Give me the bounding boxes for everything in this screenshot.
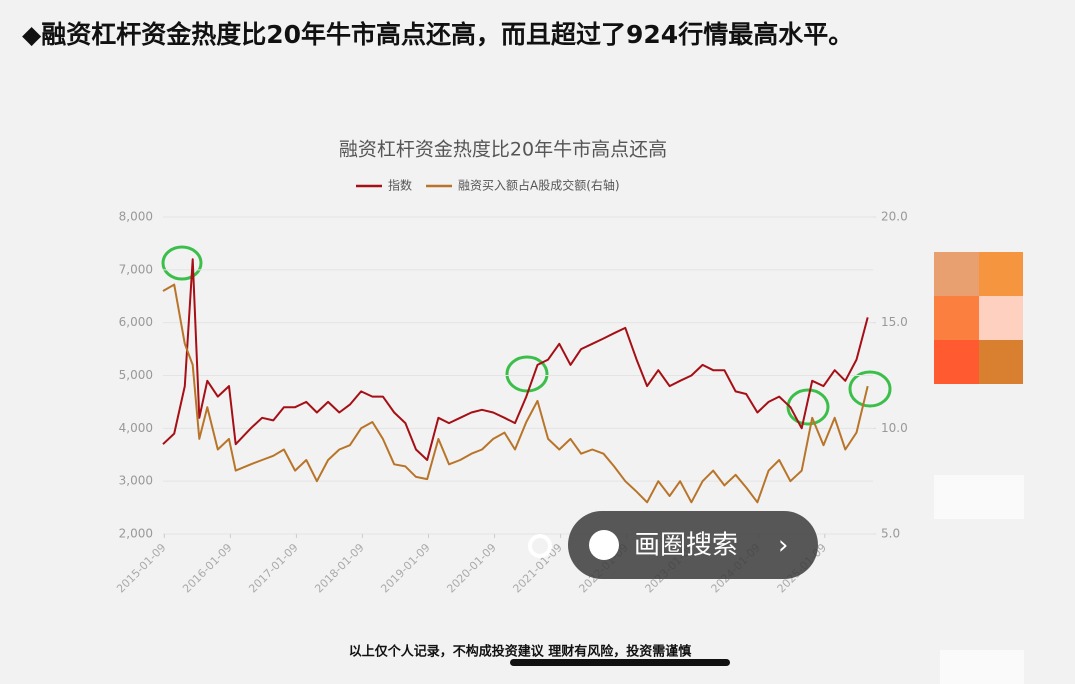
side-thumbnails — [934, 252, 1024, 684]
chart-title: 融资杠杆资金热度比20年牛市高点还高 — [339, 139, 667, 161]
record-dot — [528, 534, 552, 558]
y-tick-label: 6,000 — [119, 315, 153, 329]
y-tick-label: 4,000 — [119, 421, 153, 435]
series-line — [162, 258, 869, 461]
search-overlay[interactable]: 画圈搜索 › — [528, 511, 818, 579]
scrollbar — [510, 659, 730, 666]
y-tick-label: 3,000 — [119, 474, 153, 488]
y2-tick-label: 15.0 — [881, 315, 908, 329]
page-heading: ◆融资杠杆资金热度比20年牛市高点还高，而且超过了924行情最高水平。 — [22, 20, 853, 49]
y2-tick-label: 10.0 — [881, 421, 908, 435]
chevron: › — [778, 531, 788, 561]
y-tick-label: 8,000 — [119, 210, 153, 224]
search-label[interactable]: 画圈搜索 — [634, 531, 738, 561]
legend-label: 指数 — [388, 178, 412, 193]
disclaimer: 以上仅个人记录，不构成投资建议 理财有风险，投资需谨慎 — [349, 644, 692, 660]
legend-label: 融资买入额占A股成交额(右轴) — [458, 178, 620, 193]
y-tick-label: 7,000 — [119, 262, 153, 276]
y2-tick-label: 5.0 — [881, 527, 900, 541]
search-button[interactable] — [568, 511, 818, 579]
series-line — [162, 283, 869, 504]
search-icon — [589, 530, 619, 560]
y-tick-label: 5,000 — [119, 368, 153, 382]
y2-tick-label: 20.0 — [881, 210, 908, 224]
y-tick-label: 2,000 — [119, 527, 153, 541]
annotation-circles — [161, 245, 892, 426]
